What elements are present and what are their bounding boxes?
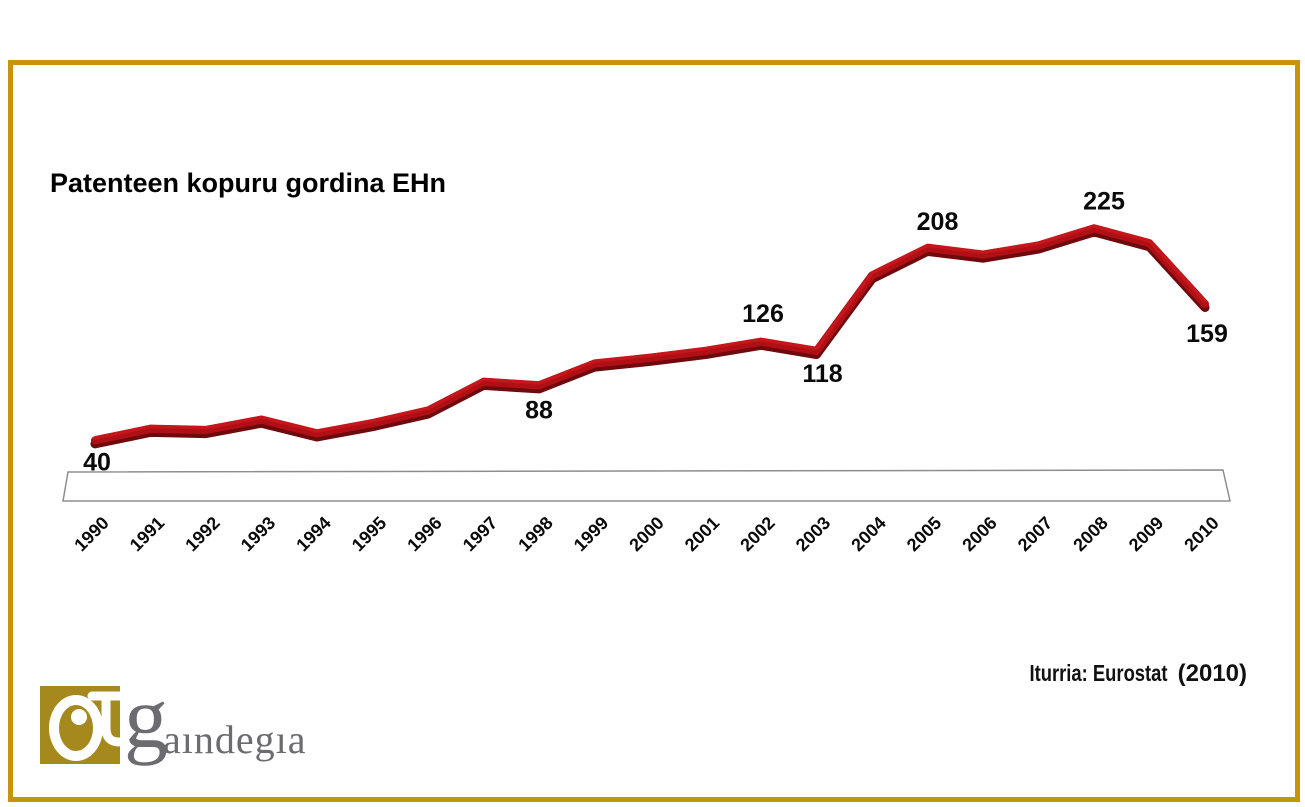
x-axis-label-1996: 1996 [403, 513, 445, 555]
data-label-2008: 225 [1083, 187, 1125, 215]
logo-g-hook [101, 693, 124, 747]
x-axis-label-2010: 2010 [1180, 513, 1222, 555]
x-axis-label-1992: 1992 [181, 513, 223, 555]
x-axis-label-2001: 2001 [681, 513, 723, 555]
x-axis-label-2000: 2000 [625, 513, 667, 555]
x-axis-label-1993: 1993 [237, 513, 279, 555]
x-axis-label-2005: 2005 [903, 513, 945, 555]
chart-title: Patenteen kopuru gordina EHn [50, 168, 447, 198]
data-label-2003: 118 [802, 360, 842, 388]
x-axis-label-1990: 1990 [70, 513, 112, 555]
x-axis-label-2009: 2009 [1125, 513, 1167, 555]
source-year: (2010) [1177, 660, 1247, 687]
x-axis-label-1995: 1995 [348, 513, 390, 555]
x-axis-label-2003: 2003 [792, 513, 834, 555]
data-label-1998: 88 [525, 396, 553, 424]
x-axis-label-2004: 2004 [847, 513, 889, 555]
data-label-2010: 159 [1186, 320, 1228, 348]
source-label: Iturria: Eurostat [1029, 660, 1168, 686]
x-axis-label-1997: 1997 [459, 513, 501, 555]
x-axis-label-1994: 1994 [292, 513, 334, 555]
line-series-shadow [90, 227, 1210, 449]
chart-floor [62, 469, 1231, 502]
x-axis-label-2008: 2008 [1069, 513, 1111, 555]
x-axis-label-2007: 2007 [1014, 513, 1056, 555]
data-label-1990: 40 [83, 448, 111, 476]
x-axis-label-1998: 1998 [514, 513, 556, 555]
gaindegia-logo-mark [40, 686, 135, 764]
x-axis-label-2006: 2006 [958, 513, 1000, 555]
x-axis-label-1999: 1999 [570, 513, 612, 555]
logo-wordmark: aındegıa [163, 717, 307, 762]
data-label-2005: 208 [917, 208, 959, 236]
line-series [91, 224, 1209, 445]
x-axis-label-1991: 1991 [126, 513, 168, 555]
data-label-2002: 126 [742, 300, 784, 328]
logo-eye-pupil [71, 709, 87, 725]
gaindegia-logo [40, 684, 340, 774]
logo-letter-g: g [124, 670, 168, 767]
x-axis-label-2002: 2002 [736, 513, 778, 555]
line-series-highlight [93, 224, 1207, 440]
source-attribution: Iturria: Eurostat (2010) [995, 660, 1247, 688]
